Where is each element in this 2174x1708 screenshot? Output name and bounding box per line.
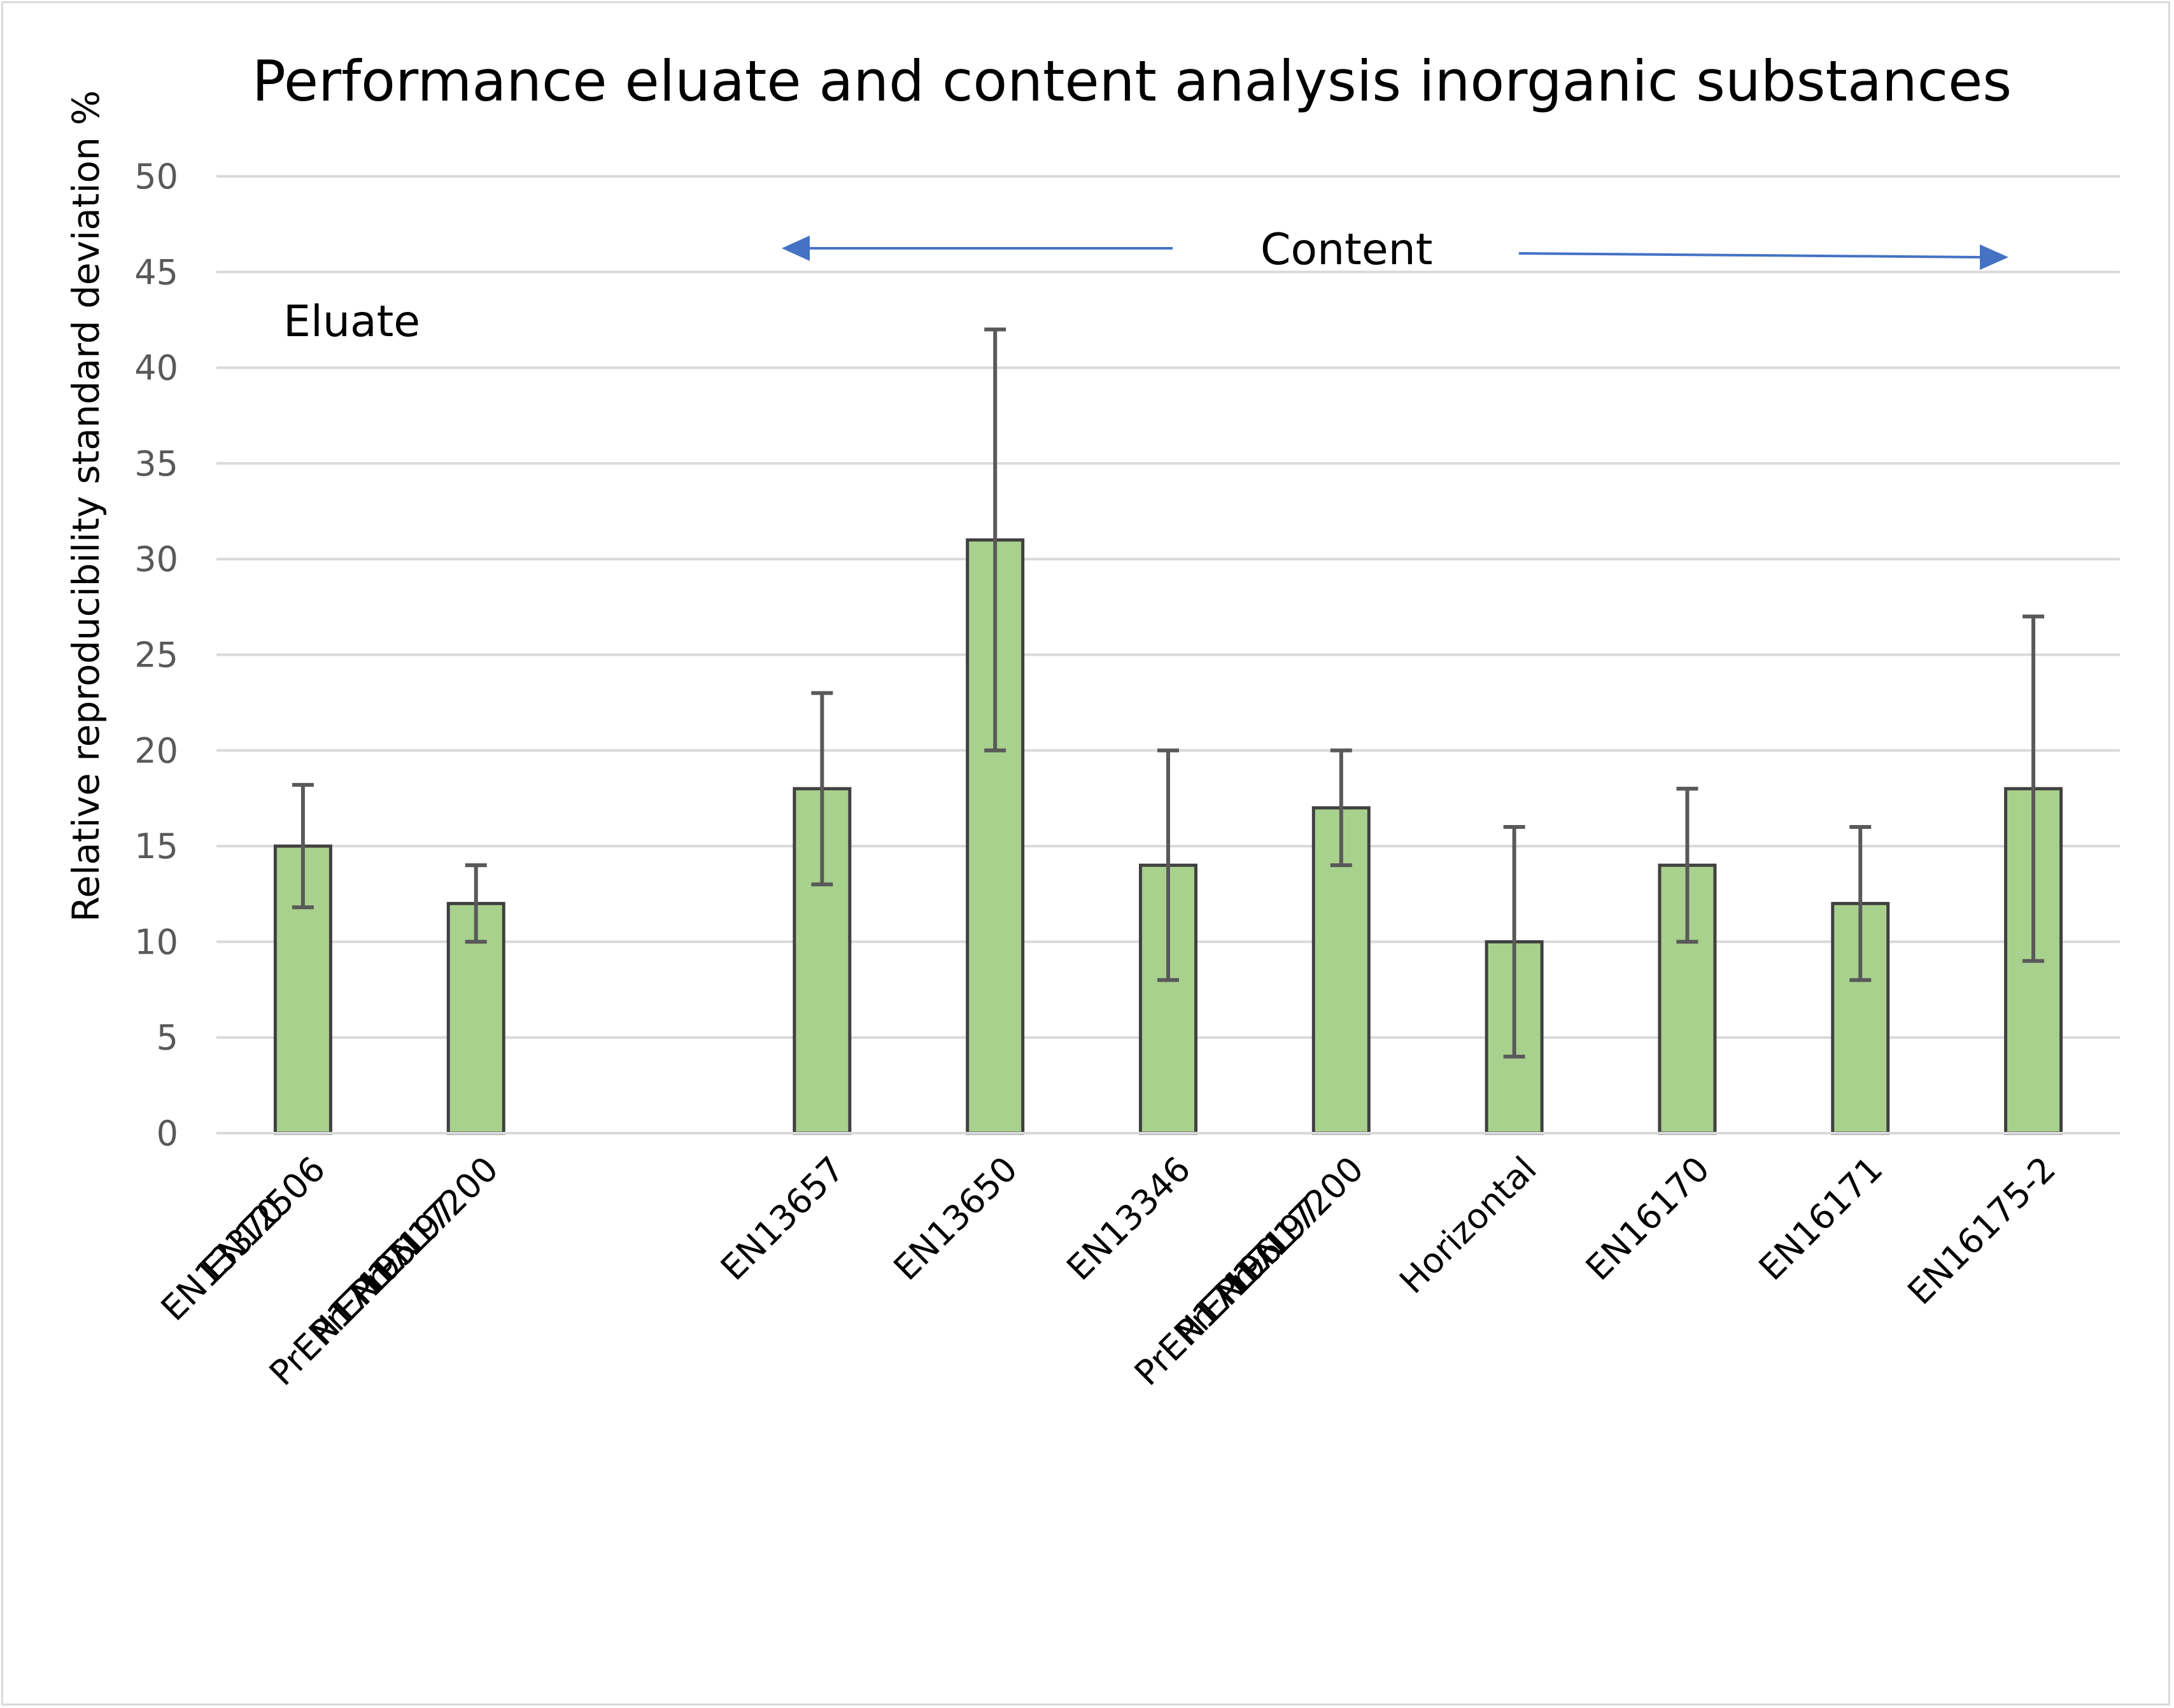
error-bar <box>1676 786 1698 944</box>
x-tick-label: Horizontal <box>1392 1149 1544 1302</box>
error-bar <box>1503 825 1525 1059</box>
error-bars <box>292 327 2045 1059</box>
x-tick-label: PrEN17200 <box>342 1149 506 1313</box>
y-tick-label: 30 <box>134 539 178 579</box>
x-tick-label: EN13657 <box>713 1149 852 1288</box>
error-bar <box>2022 614 2045 963</box>
error-bar <box>811 691 833 887</box>
x-tick-label: EN16175-2 <box>1900 1149 2064 1313</box>
y-tick-label: 35 <box>134 444 178 484</box>
gridlines <box>216 175 2120 1039</box>
y-tick-label: 45 <box>134 252 178 292</box>
x-tick-label: EN16171 <box>1751 1149 1891 1288</box>
error-bar <box>465 863 487 944</box>
x-tick-label: PrEN17200 <box>1208 1149 1371 1313</box>
content-annotation: Content <box>1260 225 1432 275</box>
x-tick-label: EN13346 <box>1059 1149 1198 1288</box>
chart-title: Performance eluate and content analysis … <box>252 48 2012 114</box>
y-tick-label: 10 <box>134 922 178 962</box>
x-tick-label: EN13650 <box>886 1149 1026 1288</box>
y-tick-label: 25 <box>134 635 178 675</box>
bar <box>1831 901 1890 1135</box>
error-bar <box>292 782 314 910</box>
y-tick-label: 5 <box>157 1018 178 1058</box>
y-tick-label: 50 <box>134 157 178 197</box>
x-tick-label: EN12506 <box>194 1149 333 1288</box>
error-bar <box>1157 748 1179 982</box>
y-tick-label: 15 <box>134 826 178 866</box>
content-right-arrow <box>1518 244 2008 270</box>
x-tick-label: EN16170 <box>1578 1149 1718 1288</box>
error-bar <box>984 327 1006 752</box>
content-left-arrow <box>782 236 1173 261</box>
y-tick-label: 20 <box>134 731 178 771</box>
error-bar <box>1330 748 1352 868</box>
y-axis-ticks: 0 5 10 15 20 25 30 35 40 45 50 <box>134 157 178 1154</box>
eluate-annotation: Eluate <box>283 297 420 347</box>
error-bar <box>1849 825 1872 982</box>
x-axis-ticks: EN13370EN12506PrEN17195PrEN17197PrEN1720… <box>153 1149 2064 1394</box>
y-tick-label: 0 <box>157 1113 178 1154</box>
y-tick-label: 40 <box>134 348 178 388</box>
y-axis-label: Relative reproducibility standard deviat… <box>64 90 108 922</box>
